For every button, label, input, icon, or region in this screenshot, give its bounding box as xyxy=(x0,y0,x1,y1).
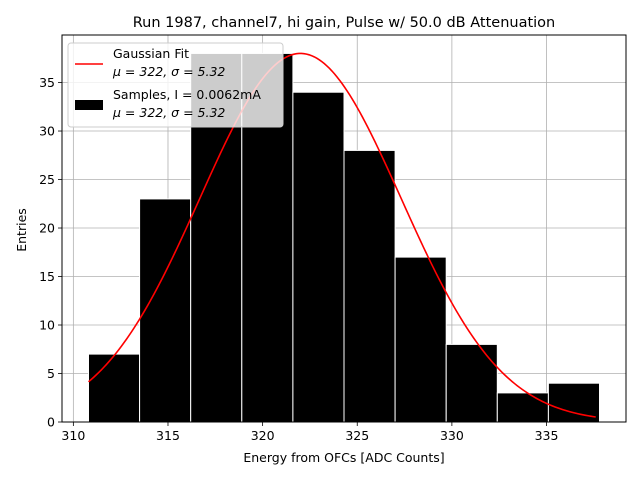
x-tick-label: 310 xyxy=(61,428,85,443)
x-tick-label: 320 xyxy=(251,428,275,443)
chart-title: Run 1987, channel7, hi gain, Pulse w/ 50… xyxy=(133,15,556,31)
legend-fit-stats: μ = 322, σ = 5.32 xyxy=(112,64,225,79)
y-tick-label: 20 xyxy=(39,221,55,236)
x-tick-label: 315 xyxy=(156,428,180,443)
histogram-bar xyxy=(139,198,192,423)
legend: Gaussian Fit μ = 322, σ = 5.32 Samples, … xyxy=(67,42,284,128)
gaussian-fit-curve xyxy=(87,52,596,418)
legend-samples-stats: μ = 322, σ = 5.32 xyxy=(112,105,225,120)
y-tick-label: 5 xyxy=(47,366,55,381)
histogram-bar xyxy=(394,256,447,423)
y-tick-label: 30 xyxy=(39,124,55,139)
histogram-bar xyxy=(87,353,141,423)
y-tick-label: 35 xyxy=(39,75,55,90)
y-tick-label: 0 xyxy=(47,415,55,430)
x-tick-label: 330 xyxy=(440,428,464,443)
histogram-bar xyxy=(292,91,345,423)
legend-fit-label: Gaussian Fit xyxy=(113,46,189,61)
legend-samples-patch-swatch xyxy=(75,100,103,110)
x-axis-label: Energy from OFCs [ADC Counts] xyxy=(243,450,444,465)
y-axis-label: Entries xyxy=(14,208,29,252)
legend-samples-label: Samples, I = 0.0062mA xyxy=(113,87,261,102)
y-tick-label: 25 xyxy=(39,172,55,187)
legend-box xyxy=(67,42,284,128)
x-tick-label: 325 xyxy=(345,428,369,443)
histogram-bar xyxy=(496,392,549,423)
axis-ticks: 310 315 320 325 330 335 0 5 10 15 20 25 30 35 xyxy=(39,75,558,443)
histogram-bar xyxy=(445,343,498,423)
y-tick-label: 10 xyxy=(39,318,55,333)
y-tick-label: 15 xyxy=(39,269,55,284)
plot-frame xyxy=(61,34,627,423)
x-tick-label: 335 xyxy=(535,428,559,443)
histogram-bar xyxy=(343,149,396,423)
